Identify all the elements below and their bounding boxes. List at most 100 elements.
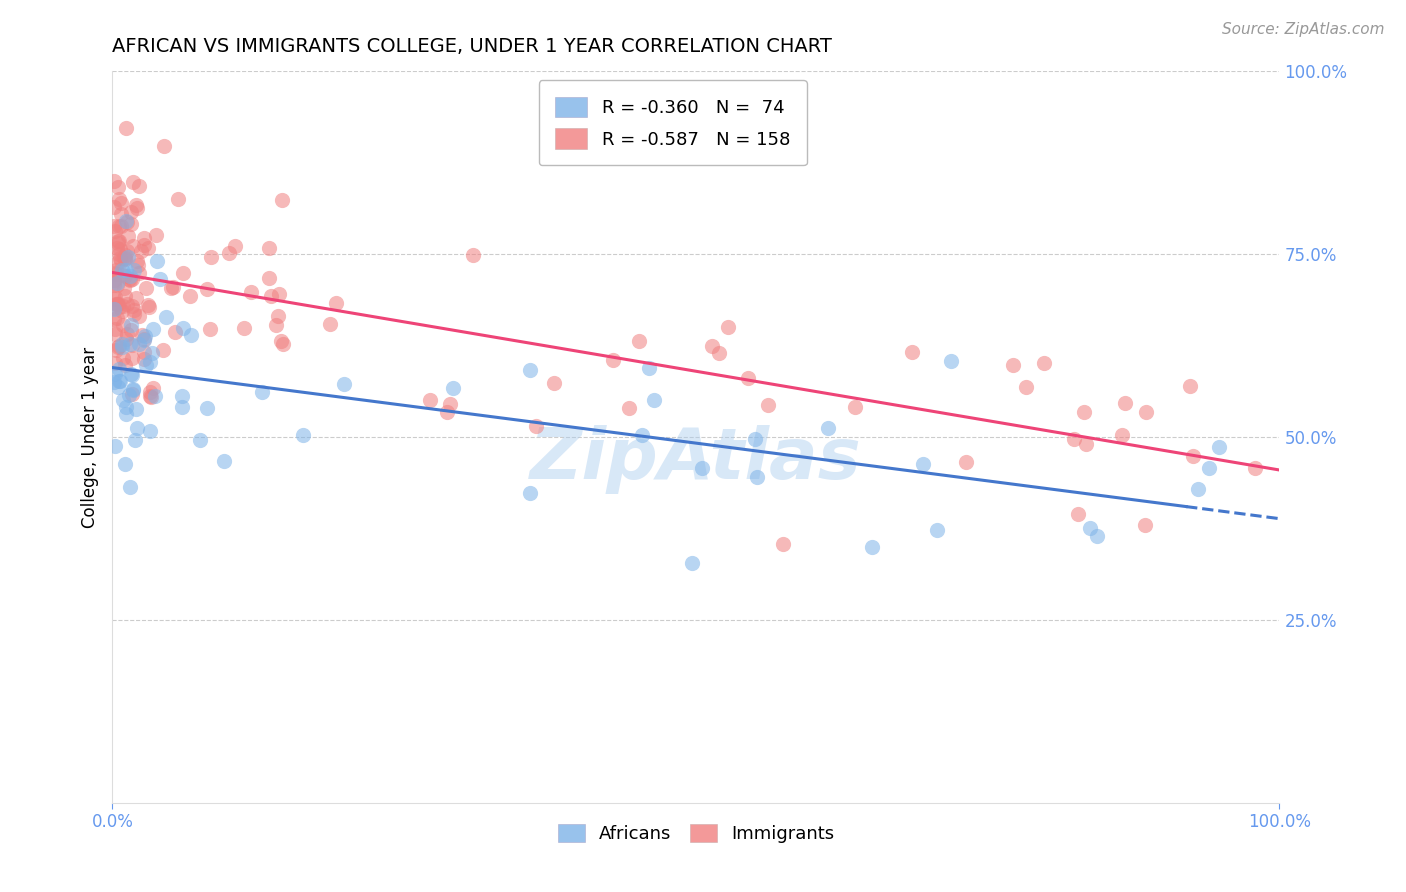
Point bbox=[1114, 396, 1136, 410]
Point bbox=[332, 376, 354, 391]
Point bbox=[104, 327, 127, 342]
Point bbox=[121, 351, 143, 365]
Point bbox=[128, 178, 150, 193]
Point bbox=[107, 380, 129, 394]
Point bbox=[1063, 432, 1085, 446]
Point bbox=[240, 285, 263, 300]
Point bbox=[118, 388, 141, 402]
Point bbox=[108, 362, 131, 376]
Point bbox=[524, 419, 547, 434]
Point bbox=[105, 343, 128, 357]
Point bbox=[180, 327, 202, 342]
Point bbox=[103, 273, 125, 287]
Legend: R = -0.360   N =  74, R = -0.587   N = 158: R = -0.360 N = 74, R = -0.587 N = 158 bbox=[538, 80, 807, 165]
Point bbox=[127, 253, 149, 268]
Point bbox=[259, 270, 281, 285]
Point bbox=[121, 239, 143, 253]
Point bbox=[115, 263, 138, 277]
Point bbox=[1078, 521, 1101, 535]
Point bbox=[1178, 379, 1201, 393]
Point bbox=[271, 336, 294, 351]
Point bbox=[107, 247, 129, 261]
Point bbox=[602, 353, 624, 368]
Point bbox=[122, 302, 145, 317]
Point bbox=[128, 336, 150, 351]
Point bbox=[121, 175, 143, 189]
Point bbox=[707, 346, 730, 360]
Point bbox=[105, 297, 128, 311]
Point bbox=[145, 227, 167, 242]
Point bbox=[115, 400, 138, 414]
Point bbox=[844, 400, 866, 414]
Point bbox=[108, 192, 131, 206]
Point bbox=[260, 288, 283, 302]
Point bbox=[124, 433, 146, 447]
Point bbox=[111, 304, 134, 318]
Text: AFRICAN VS IMMIGRANTS COLLEGE, UNDER 1 YEAR CORRELATION CHART: AFRICAN VS IMMIGRANTS COLLEGE, UNDER 1 Y… bbox=[112, 37, 832, 56]
Point bbox=[115, 297, 138, 311]
Point bbox=[1111, 428, 1133, 442]
Point bbox=[108, 339, 131, 353]
Point bbox=[104, 263, 127, 277]
Point bbox=[681, 556, 703, 570]
Point bbox=[105, 276, 128, 290]
Point bbox=[112, 281, 135, 295]
Point bbox=[165, 325, 187, 339]
Point bbox=[131, 244, 153, 258]
Point bbox=[143, 389, 166, 403]
Point bbox=[114, 269, 136, 284]
Point bbox=[117, 244, 139, 258]
Point bbox=[139, 424, 162, 438]
Point bbox=[105, 297, 128, 311]
Point bbox=[1181, 449, 1204, 463]
Point bbox=[115, 215, 138, 229]
Point bbox=[138, 301, 160, 315]
Point bbox=[103, 312, 125, 326]
Point bbox=[112, 351, 135, 366]
Point bbox=[112, 393, 135, 408]
Point bbox=[104, 290, 127, 304]
Point bbox=[120, 367, 142, 381]
Point bbox=[125, 198, 148, 212]
Point bbox=[115, 332, 138, 346]
Point bbox=[118, 272, 141, 286]
Point bbox=[136, 298, 159, 312]
Point bbox=[128, 309, 150, 323]
Point bbox=[1067, 508, 1090, 522]
Point bbox=[121, 271, 143, 285]
Point bbox=[104, 438, 127, 452]
Point bbox=[627, 334, 650, 348]
Point bbox=[179, 289, 201, 303]
Point bbox=[136, 241, 159, 255]
Point bbox=[105, 241, 128, 255]
Point bbox=[1187, 483, 1209, 497]
Point bbox=[441, 381, 464, 395]
Point bbox=[103, 301, 125, 316]
Point bbox=[121, 338, 143, 352]
Point bbox=[103, 174, 125, 188]
Point bbox=[114, 247, 136, 261]
Point bbox=[104, 266, 127, 280]
Point bbox=[103, 200, 125, 214]
Point bbox=[436, 405, 458, 419]
Point bbox=[463, 247, 485, 261]
Point bbox=[107, 296, 129, 310]
Point bbox=[114, 213, 136, 227]
Point bbox=[218, 245, 240, 260]
Point bbox=[756, 398, 779, 412]
Point bbox=[110, 263, 132, 277]
Point bbox=[543, 376, 565, 391]
Point bbox=[104, 368, 127, 382]
Point bbox=[925, 523, 948, 537]
Point bbox=[860, 540, 883, 554]
Point bbox=[1208, 441, 1230, 455]
Point bbox=[120, 318, 142, 333]
Point bbox=[122, 262, 145, 277]
Point bbox=[112, 251, 135, 265]
Point bbox=[700, 339, 723, 353]
Point bbox=[817, 421, 839, 435]
Point bbox=[955, 455, 977, 469]
Point bbox=[125, 201, 148, 215]
Point bbox=[772, 537, 794, 551]
Point bbox=[114, 251, 136, 265]
